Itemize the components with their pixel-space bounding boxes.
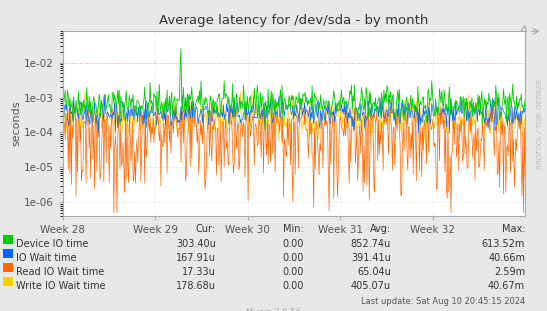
Text: 167.91u: 167.91u: [176, 253, 216, 262]
Text: Read IO Wait time: Read IO Wait time: [16, 267, 104, 276]
Text: Write IO Wait time: Write IO Wait time: [16, 281, 106, 290]
Text: 0.00: 0.00: [282, 281, 304, 290]
Text: 40.66m: 40.66m: [488, 253, 525, 262]
Text: 2.59m: 2.59m: [494, 267, 525, 276]
Text: 613.52m: 613.52m: [482, 239, 525, 248]
Text: 178.68u: 178.68u: [176, 281, 216, 290]
Text: 17.33u: 17.33u: [182, 267, 216, 276]
Y-axis label: seconds: seconds: [11, 101, 21, 146]
Title: Average latency for /dev/sda - by month: Average latency for /dev/sda - by month: [159, 14, 429, 27]
Text: 391.41u: 391.41u: [351, 253, 391, 262]
Text: 405.07u: 405.07u: [351, 281, 391, 290]
Text: 852.74u: 852.74u: [351, 239, 391, 248]
Text: RRDTOOL / TOBI OETIKER: RRDTOOL / TOBI OETIKER: [537, 79, 543, 169]
Text: Munin 2.0.56: Munin 2.0.56: [246, 308, 301, 311]
Text: 65.04u: 65.04u: [357, 267, 391, 276]
Text: IO Wait time: IO Wait time: [16, 253, 77, 262]
Text: Avg:: Avg:: [370, 224, 391, 234]
Text: Max:: Max:: [502, 224, 525, 234]
Text: 303.40u: 303.40u: [176, 239, 216, 248]
Text: Device IO time: Device IO time: [16, 239, 89, 248]
Text: Min:: Min:: [283, 224, 304, 234]
Text: 40.67m: 40.67m: [488, 281, 525, 290]
Text: Cur:: Cur:: [196, 224, 216, 234]
Text: 0.00: 0.00: [282, 253, 304, 262]
Text: 0.00: 0.00: [282, 267, 304, 276]
Text: Last update: Sat Aug 10 20:45:15 2024: Last update: Sat Aug 10 20:45:15 2024: [361, 297, 525, 306]
Text: 0.00: 0.00: [282, 239, 304, 248]
